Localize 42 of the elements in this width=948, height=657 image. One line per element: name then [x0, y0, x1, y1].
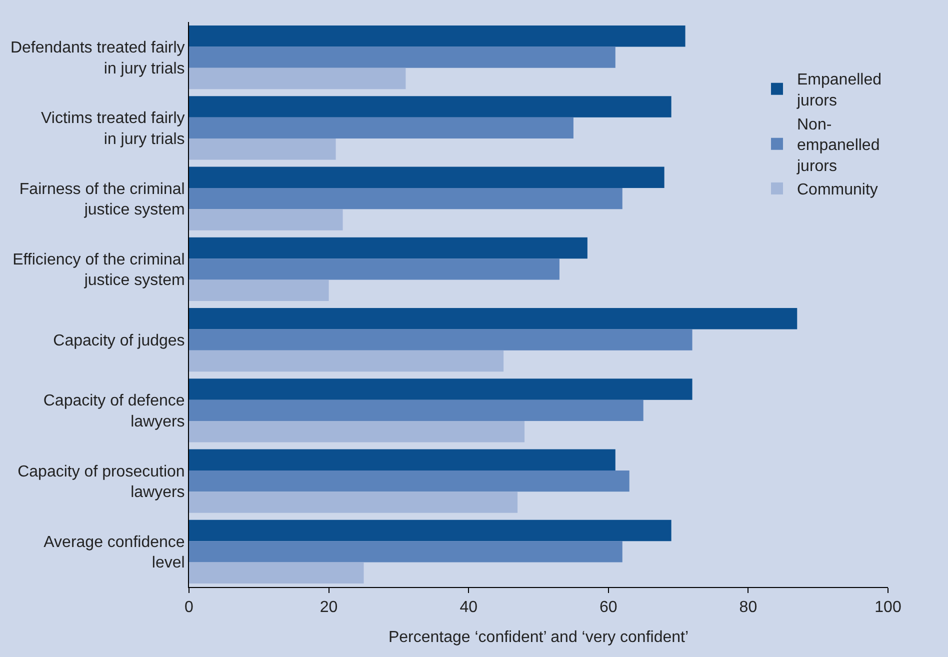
- y-tick-label: Defendants treated fairly in jury trials: [10, 40, 185, 78]
- bar: [189, 492, 518, 513]
- x-axis-title: Percentage ‘confident’ and ‘very confident’: [388, 628, 689, 646]
- bar: [189, 46, 616, 68]
- x-tick-label: 80: [739, 599, 758, 616]
- bar: [189, 400, 644, 422]
- bar: [189, 541, 622, 562]
- x-tick-label: 20: [320, 599, 338, 616]
- legend-label: Community: [797, 182, 878, 199]
- bar: [189, 308, 798, 330]
- y-tick-label: Capacity of judges: [53, 332, 185, 350]
- bar: [189, 350, 504, 372]
- bar: [189, 26, 686, 47]
- bar: [189, 520, 672, 542]
- bar: [189, 449, 616, 470]
- legend-label: Non- empanelled jurors: [796, 116, 880, 175]
- bar: [189, 280, 329, 301]
- bar: [189, 138, 336, 160]
- y-tick-label: Average confidence level: [44, 534, 185, 572]
- bar: [189, 209, 343, 230]
- y-tick-label: Efficiency of the criminal justice system: [12, 251, 185, 290]
- x-tick-label: 60: [600, 599, 618, 616]
- bar: [189, 562, 364, 584]
- bar: [189, 258, 560, 280]
- bar: [189, 421, 525, 442]
- bar: [189, 68, 406, 90]
- legend-label: Empanelled jurors: [796, 72, 882, 110]
- bar: [189, 378, 692, 400]
- x-tick-label: 0: [184, 599, 194, 616]
- bar: [189, 166, 664, 188]
- y-tick-label: Fairness of the criminal justice system: [19, 180, 185, 219]
- x-tick-label: 100: [874, 599, 902, 616]
- bar: [189, 237, 588, 259]
- bar: [189, 470, 630, 492]
- x-tick-label: 40: [460, 599, 478, 616]
- bar: [189, 117, 574, 139]
- y-tick-label: Victims treated fairly in jury trials: [41, 110, 185, 148]
- bar: [189, 188, 622, 210]
- y-tick-label: Capacity of defence lawyers: [43, 392, 185, 430]
- bar: [189, 329, 692, 350]
- bar: [189, 96, 672, 118]
- y-tick-label: Capacity of prosecution lawyers: [18, 463, 185, 502]
